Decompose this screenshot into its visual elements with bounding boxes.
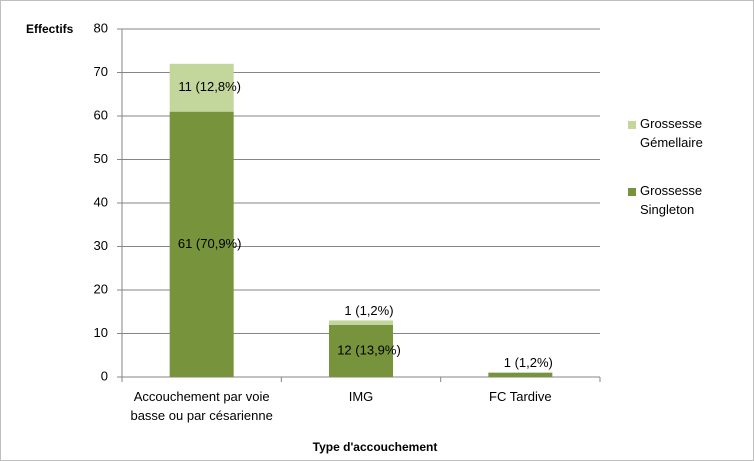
y-tick-label: 0 <box>101 368 108 383</box>
y-tick-label: 30 <box>94 238 108 253</box>
legend-label: Grossesse Gémellaire <box>640 116 703 150</box>
y-tick-label: 60 <box>94 107 108 122</box>
legend-swatch <box>628 121 636 129</box>
bar-segment <box>329 320 393 325</box>
y-tick-label: 40 <box>94 194 108 209</box>
y-tick-label: 20 <box>94 281 108 296</box>
y-tick-label: 10 <box>94 325 108 340</box>
bar-segment <box>169 111 234 378</box>
y-tick-label: 80 <box>94 20 108 35</box>
x-tick-label: FC Tardive <box>489 389 552 404</box>
data-label: 12 (13,9%) <box>337 342 401 357</box>
y-tick-label: 70 <box>94 64 108 79</box>
bar-segment <box>169 63 234 112</box>
y-tick-label: 50 <box>94 151 108 166</box>
x-axis-title: Type d'accouchement <box>313 440 438 454</box>
data-label: 11 (12,8%) <box>178 79 241 94</box>
data-label: 1 (1,2%) <box>344 303 393 318</box>
bar-segment <box>329 324 393 377</box>
data-label: 61 (70,9%) <box>178 236 242 251</box>
x-tick-label: Accouchement par voie basse ou par césar… <box>130 389 273 423</box>
data-label: 1 (1,2%) <box>504 355 553 370</box>
x-tick-label: IMG <box>348 389 374 404</box>
bar-segment <box>488 372 553 377</box>
legend-swatch <box>628 188 636 196</box>
y-axis-title: Effectifs <box>26 22 74 36</box>
legend-label: Grossesse Singleton <box>640 183 702 217</box>
